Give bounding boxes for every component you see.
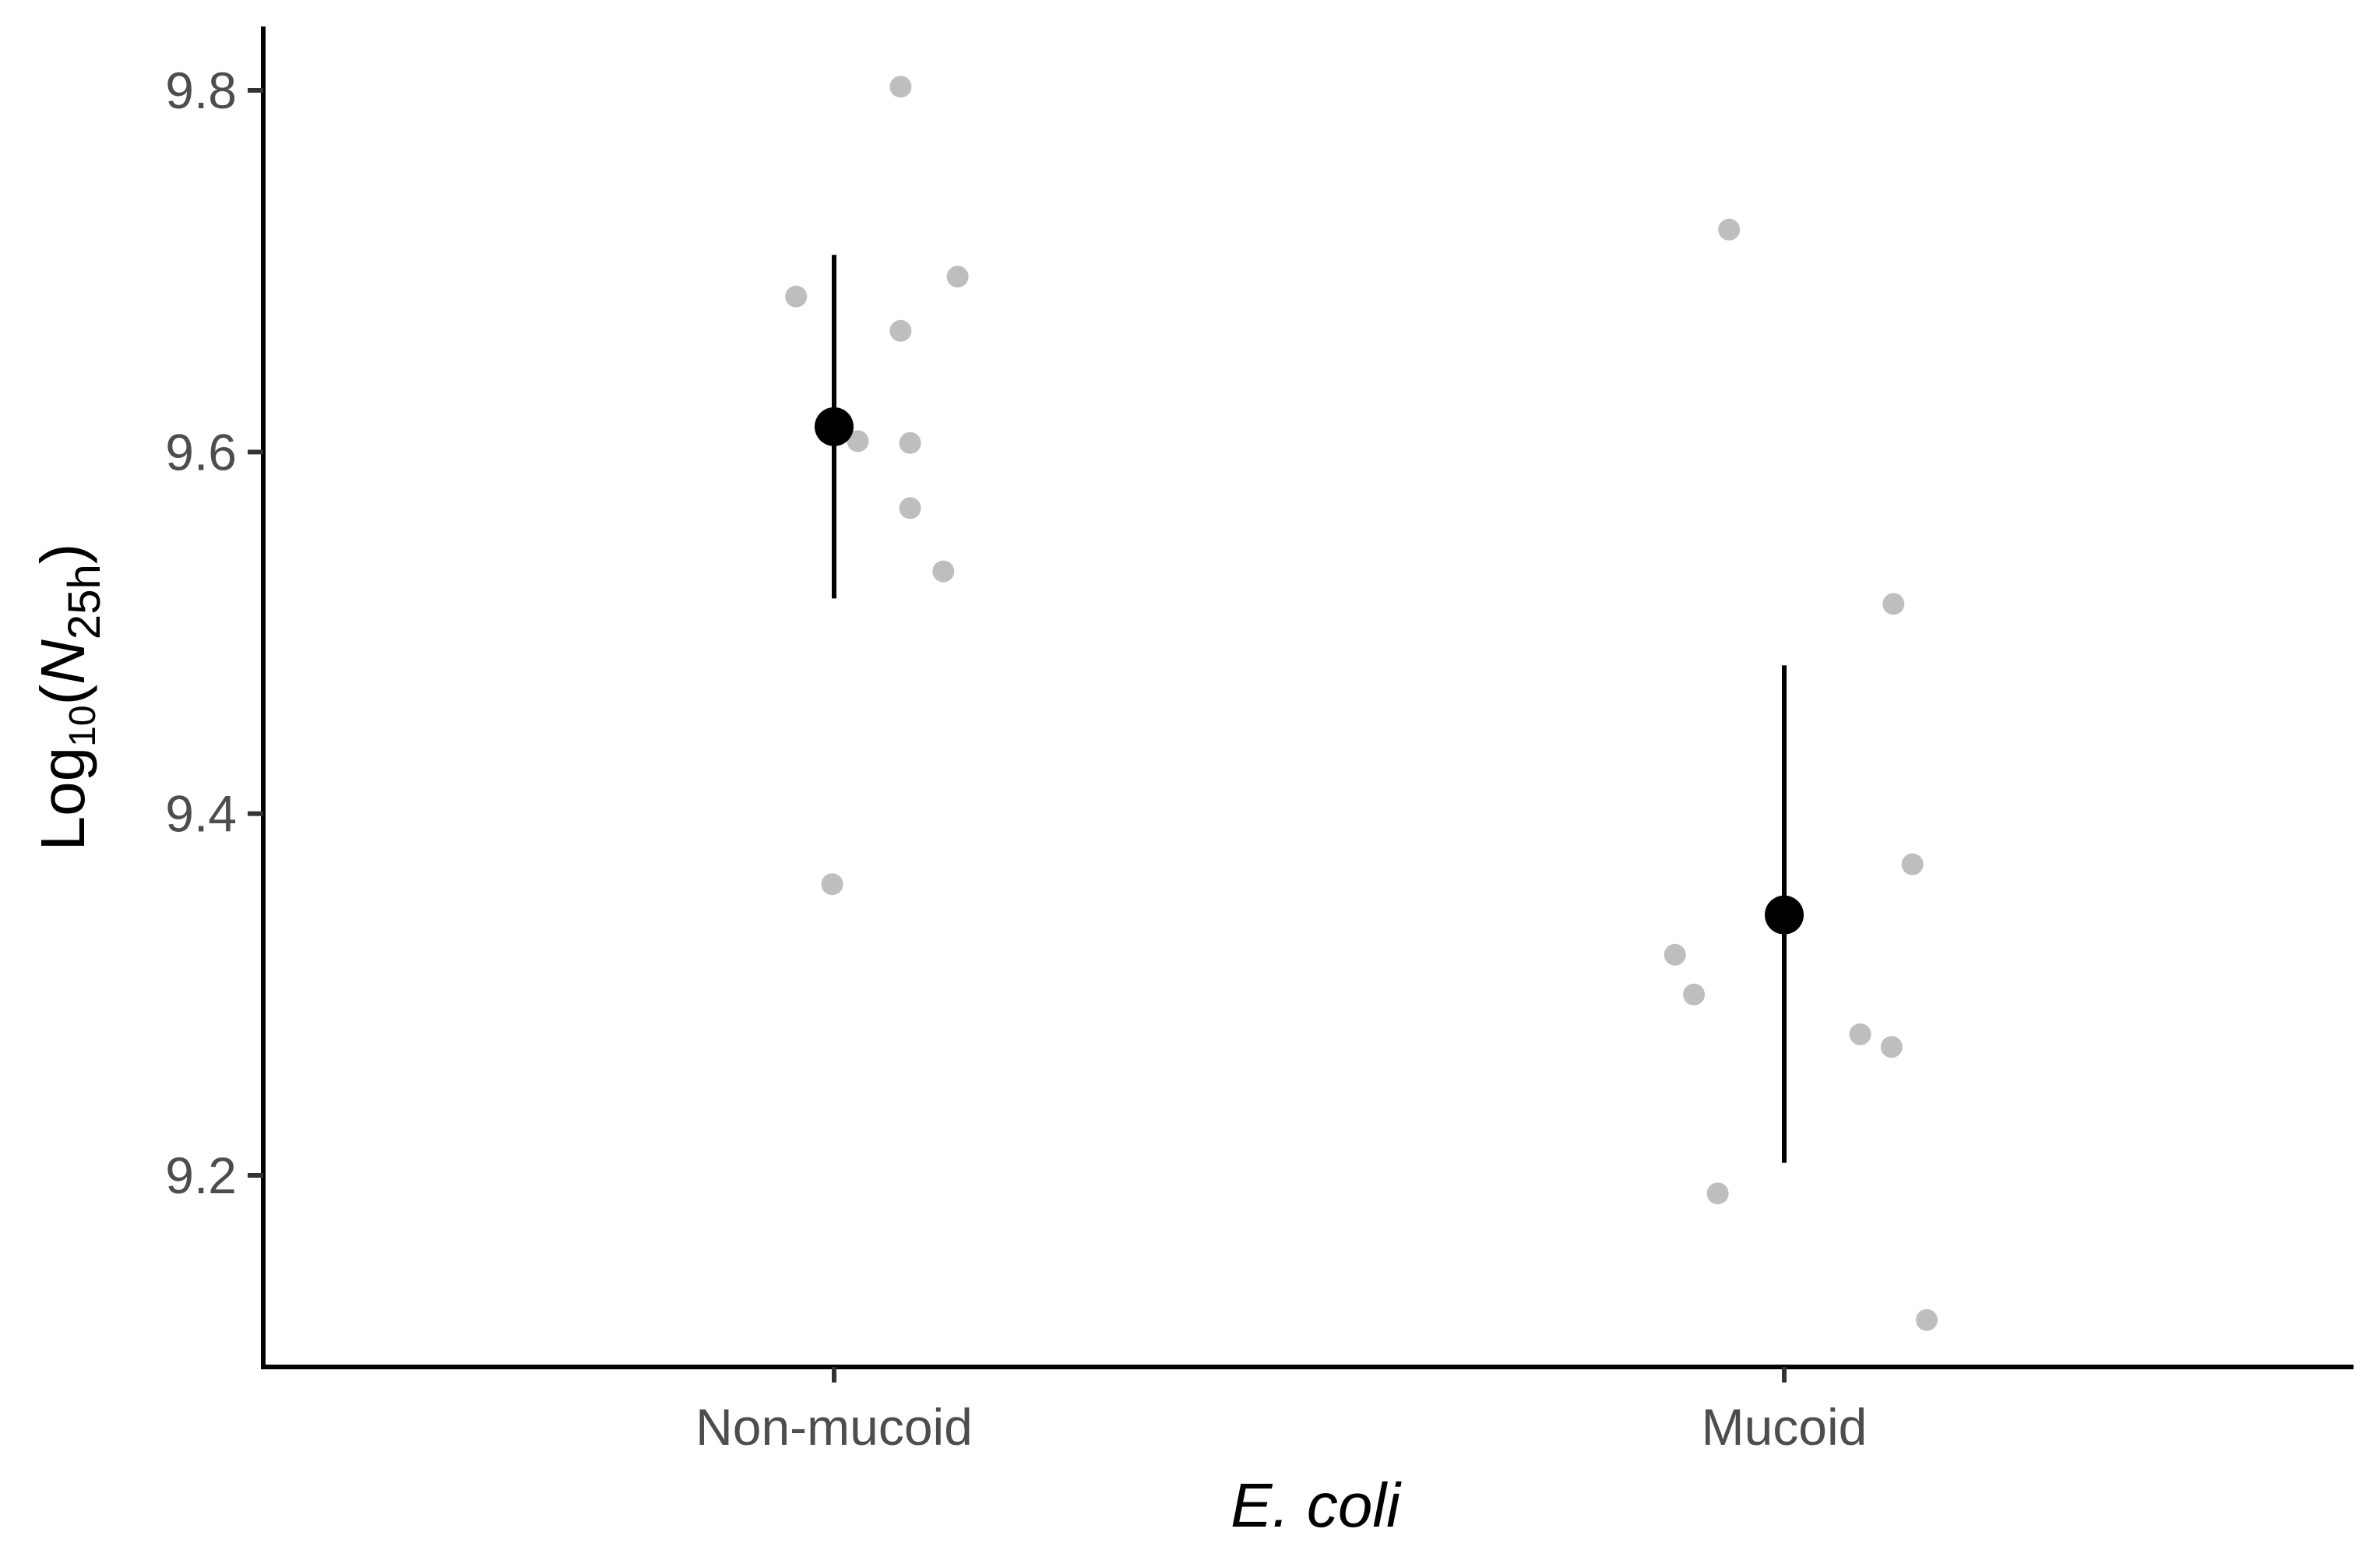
raw-data-point	[1664, 943, 1686, 966]
mean-point	[815, 407, 854, 446]
y-tick-label: 9.2	[165, 1147, 237, 1204]
raw-data-point	[932, 560, 955, 583]
y-axis-title-open-paren: (	[28, 684, 97, 705]
raw-data-point	[946, 266, 969, 288]
x-tick-label: Mucoid	[1702, 1398, 1868, 1456]
error-bars	[832, 255, 1787, 1163]
raw-data-point	[1849, 1023, 1871, 1045]
x-tick-label: Non-mucoid	[695, 1398, 973, 1456]
raw-data-point	[889, 76, 912, 98]
raw-data-point	[1706, 1182, 1729, 1205]
raw-data-point	[1880, 1036, 1903, 1059]
y-tick-label: 9.6	[165, 423, 237, 481]
raw-data-point	[821, 873, 843, 896]
raw-data-point	[899, 432, 921, 454]
raw-data-point	[1882, 593, 1905, 615]
raw-data-point	[1916, 1309, 1938, 1331]
y-axis-title-close-paren: )	[28, 544, 97, 565]
y-tick-label: 9.8	[165, 62, 237, 119]
raw-data-point	[1683, 983, 1706, 1006]
y-axis-title: Log10(N25h)	[28, 544, 110, 851]
raw-data-point	[889, 319, 912, 342]
y-axis-title-prefix: Log	[28, 747, 97, 851]
mean-points	[815, 407, 1804, 935]
raw-data-point	[1718, 218, 1741, 241]
y-tick-label: 9.4	[165, 785, 237, 843]
y-ticks: 9.2 9.4 9.6 9.8	[165, 62, 263, 1204]
y-axis-title-variable-subscript: 25h	[59, 564, 110, 639]
y-axis-title-prefix-subscript: 10	[62, 705, 104, 746]
axes	[261, 26, 2354, 1369]
mean-point	[1765, 895, 1804, 935]
raw-data-point	[1901, 853, 1924, 875]
raw-data-point	[899, 497, 921, 520]
raw-data-point	[847, 430, 869, 453]
x-ticks: Non-mucoid Mucoid	[695, 1367, 1867, 1456]
x-axis-title: E. coli	[1230, 1471, 1402, 1540]
raw-data-point	[785, 285, 808, 308]
raw-points	[785, 76, 1938, 1331]
y-axis-title-variable: N	[28, 639, 97, 685]
